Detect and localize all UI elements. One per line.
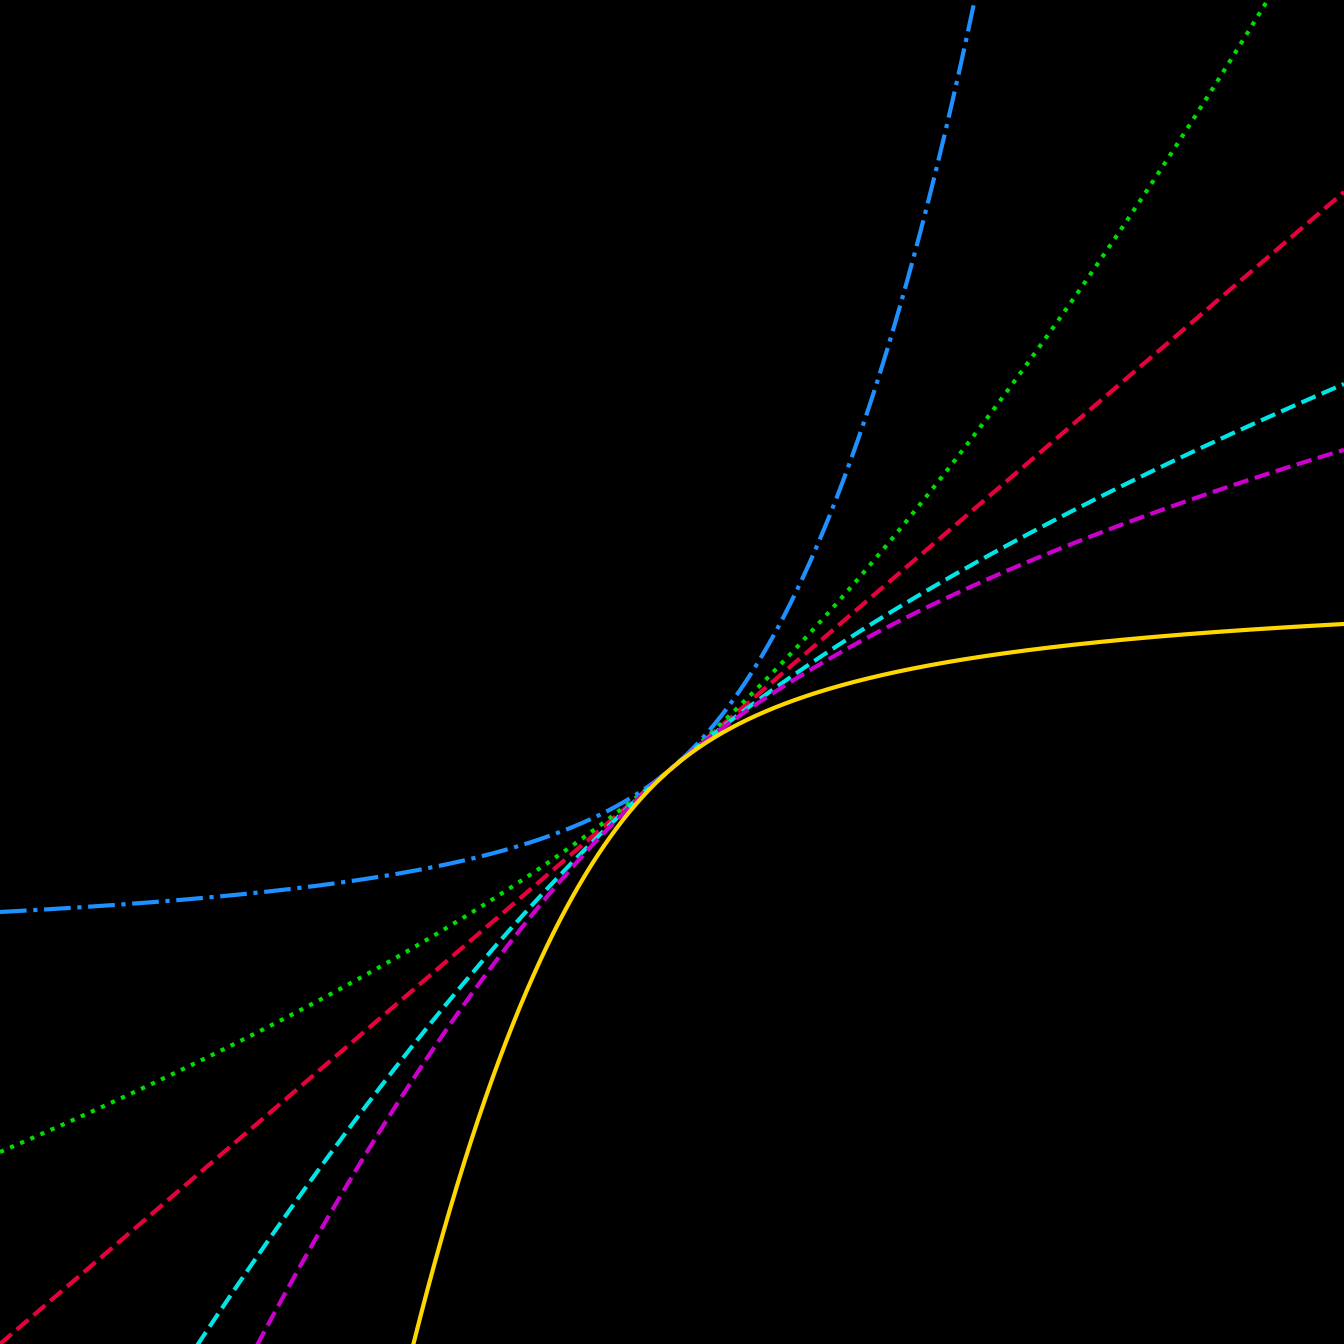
Legend: 	[1263, 1263, 1331, 1331]
